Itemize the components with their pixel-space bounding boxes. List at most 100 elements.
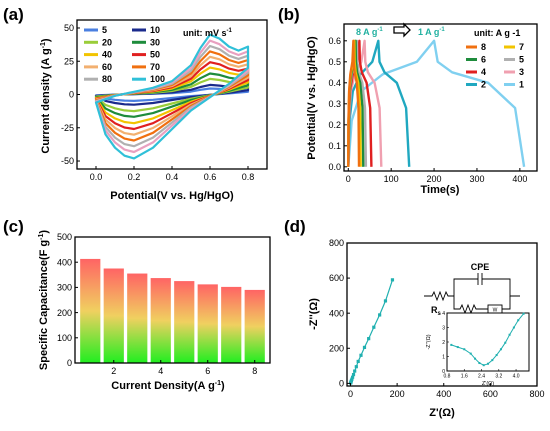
panel-d-x-axis-label: Z'(Ω)	[429, 407, 455, 419]
panel-b-y-tick-label: 0.3	[328, 99, 341, 109]
inset-point	[495, 354, 498, 357]
inset-y-tick-label: 1	[442, 354, 445, 360]
inset-x-axis-label: Z'(Ω)	[482, 381, 494, 387]
nyquist-point	[359, 353, 363, 357]
panel-b-axes-frame	[343, 23, 538, 172]
inset-axes-frame	[446, 312, 530, 372]
panel-c-y-tick-label: 400	[57, 257, 72, 267]
legend-label-50: 50	[150, 50, 160, 60]
circuit-cpe-label: CPE	[471, 262, 490, 272]
nyquist-points	[349, 278, 395, 385]
inset-point	[487, 362, 489, 365]
panel-d-ticks: 0 200 400 600 800 0 200 400 600 800	[329, 238, 545, 399]
legend-label-80: 80	[102, 74, 112, 84]
panel-b-y-tick-label: 0.0	[328, 162, 341, 172]
panel-b-annotation-8A: 8 A g-1	[356, 27, 383, 37]
panel-c-x-tick-label: 2	[111, 366, 116, 376]
panel-a-y-tick-label: -50	[61, 156, 74, 166]
cv-curve-100	[94, 33, 250, 160]
gcd-curves	[347, 39, 526, 167]
legend-label-5: 5	[102, 25, 107, 35]
gcd-curve-8	[347, 39, 361, 167]
panel-c-x-tick-label: 6	[205, 366, 210, 376]
legend-label-3: 3	[519, 67, 524, 77]
panel-a-ticks: 0.0 0.2 0.4 0.6 0.8 -50 -25 0 25 50	[61, 23, 254, 182]
legend-label-5: 5	[519, 55, 524, 65]
panel-b-gcd-chart: 0 100 200 300 400 0.0 0.1 0.2 0.3 0.4 0.5 0.6 8 A g…	[306, 22, 538, 196]
panel-d-x-tick-label: 0	[348, 389, 353, 399]
inset-point	[499, 348, 502, 351]
panel-a-x-axis-label: Potential(V vs. Hg/HgO)	[110, 190, 234, 202]
panel-b-x-axis-label: Time(s)	[421, 184, 460, 196]
panel-a-y-tick-label: 25	[64, 56, 74, 66]
cpe-element-icon	[477, 273, 483, 285]
panel-d-x-tick-label: 400	[436, 389, 451, 399]
rs-resistor-icon	[424, 290, 454, 302]
panel-d-x-tick-label: 200	[390, 389, 405, 399]
inset-point	[512, 326, 515, 329]
inset-y-tick-label: 0	[442, 369, 445, 375]
legend-label-70: 70	[150, 62, 160, 72]
inset-point	[482, 364, 485, 367]
gcd-curve-2	[347, 39, 411, 167]
legend-label-100: 100	[150, 74, 165, 84]
panel-d-label: (d)	[284, 217, 306, 236]
panel-c-x-tick-label: 4	[158, 366, 163, 376]
panel-d-y-tick-label: 400	[329, 308, 344, 318]
nyquist-point	[354, 365, 358, 369]
panel-b-annotation-1A: 1 A g-1	[418, 27, 445, 37]
panel-b-y-tick-label: 0.1	[328, 141, 341, 151]
panel-b-ticks: 0 100 200 300 400 0.0 0.1 0.2 0.3 0.4 0.5 0.6	[328, 36, 527, 184]
nyquist-point	[353, 369, 357, 373]
legend-label-20: 20	[102, 37, 112, 47]
inset-point	[456, 346, 459, 349]
panel-c-y-tick-label: 300	[57, 283, 72, 293]
inset-point	[474, 357, 477, 360]
panel-a-x-tick-label: 0.4	[166, 172, 179, 182]
panel-a-legend: 5 10 20 30 40 50 60 70 80 100	[84, 25, 165, 84]
panel-d-axes-frame	[346, 242, 538, 387]
nyquist-point	[356, 359, 360, 364]
panel-d-y-axis-label: -Z''(Ω)	[308, 298, 320, 330]
inset-point	[517, 319, 520, 322]
panel-c-ticks: 2 4 6 8 0 100 200 300 400 500	[57, 232, 257, 376]
inset-y-axis-label: -Z''(Ω)	[426, 334, 432, 349]
nyquist-point	[378, 313, 382, 317]
panel-b-arrow-icon	[393, 22, 411, 38]
inset-y-tick-label: 4	[442, 311, 445, 317]
inset-point	[463, 348, 466, 351]
nyquist-point	[372, 325, 376, 329]
nyquist-point	[367, 337, 371, 341]
panel-c-y-axis-label: Specific Capacitance(F g-1)	[38, 230, 50, 370]
inset-x-tick-label: 4.0	[513, 374, 520, 380]
bar-2	[103, 268, 124, 363]
nyquist-point	[383, 299, 388, 303]
nyquist-point	[350, 375, 355, 379]
legend-label-7: 7	[519, 42, 524, 52]
nyquist-inset: 0.8 1.6 2.4 3.2 4.0 0 1 2 3 4 Z'(Ω) -Z''(Ω)	[426, 311, 530, 387]
legend-label-30: 30	[150, 37, 160, 47]
panel-c-bar-chart: 2 4 6 8 0 100 200 300 400 500 Current Density(A g…	[38, 230, 271, 392]
inset-point	[469, 352, 472, 355]
panel-a-cv-chart: 0.0 0.2 0.4 0.6 0.8 -50 -25 0 25 50 5 10 20 30 40 50 60…	[40, 19, 268, 202]
panel-d-x-tick-label: 600	[483, 389, 498, 399]
panel-b-y-tick-label: 0.2	[328, 120, 341, 130]
inset-x-tick-label: 0.8	[444, 374, 451, 380]
panel-b-x-tick-label: 300	[469, 174, 484, 184]
panel-b-y-axis-label: Potential(V vs. Hg/HgO)	[306, 36, 318, 160]
panel-d-y-tick-label: 600	[329, 273, 344, 283]
cv-curves	[94, 33, 250, 160]
bar-1	[80, 258, 101, 363]
panel-a-y-axis-label: Current density (A g-1)	[40, 38, 52, 154]
nyquist-point	[362, 345, 367, 349]
panel-d-y-tick-label: 200	[329, 343, 344, 353]
panel-d-nyquist-chart: 0 200 400 600 800 0 200 400 600 800 Z'(Ω) -Z''(Ω)…	[308, 238, 545, 419]
panel-b-y-tick-label: 0.4	[328, 78, 341, 88]
panel-b-y-tick-label: 0.6	[328, 36, 341, 46]
panel-a-x-tick-label: 0.2	[128, 172, 141, 182]
bar-8	[244, 289, 265, 363]
panel-c-y-tick-label: 0	[67, 358, 72, 368]
panel-d-x-tick-label: 800	[529, 389, 544, 399]
legend-label-8: 8	[481, 42, 486, 52]
circuit-w-label: W	[493, 308, 498, 314]
